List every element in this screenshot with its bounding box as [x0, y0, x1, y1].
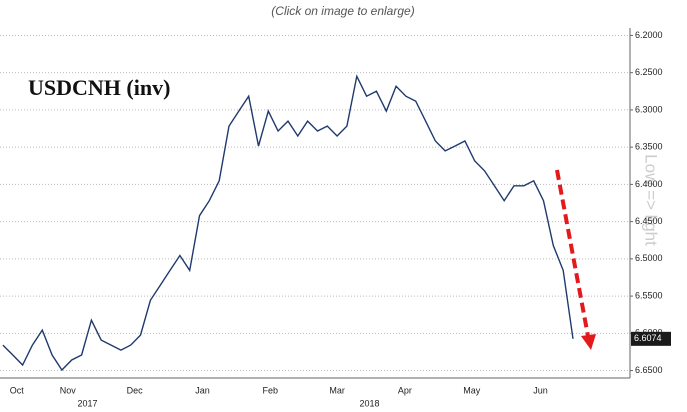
y-tick-label: 6.4500 [635, 216, 663, 226]
grid [0, 34, 630, 372]
x-tick-label: Apr [398, 385, 412, 395]
x-tick-label: Feb [263, 385, 279, 395]
y-tick-label: 6.3000 [635, 104, 663, 114]
y-tick-label: 6.5000 [635, 253, 663, 263]
price-line [2, 74, 574, 372]
x-tick-label: Jan [195, 385, 210, 395]
x-tick-label: Nov [60, 385, 77, 395]
year-label: 2017 [77, 398, 97, 408]
watermark: Low => light [642, 154, 661, 246]
last-value-label: 6.6074 [634, 333, 662, 343]
caption: (Click on image to enlarge) [271, 4, 414, 18]
year-label: 2018 [360, 398, 380, 408]
y-tick-label: 6.2000 [635, 30, 663, 40]
x-tick-label: Jun [533, 385, 548, 395]
x-tick-label: Oct [10, 385, 25, 395]
y-tick-label: 6.5500 [635, 290, 663, 300]
x-tick-label: May [463, 385, 481, 395]
y-tick-label: 6.4000 [635, 179, 663, 189]
last-value-box [631, 331, 671, 346]
x-tick-label: Mar [329, 385, 345, 395]
y-tick-label: 6.6500 [635, 365, 663, 375]
y-tick-label: 6.3500 [635, 142, 663, 152]
arrow-head [581, 334, 596, 350]
y-tick-label: 6.2500 [635, 67, 663, 77]
trend-arrow [555, 169, 590, 337]
chart-title: USDCNH (inv) [28, 75, 170, 100]
x-tick-label: Dec [127, 385, 144, 395]
